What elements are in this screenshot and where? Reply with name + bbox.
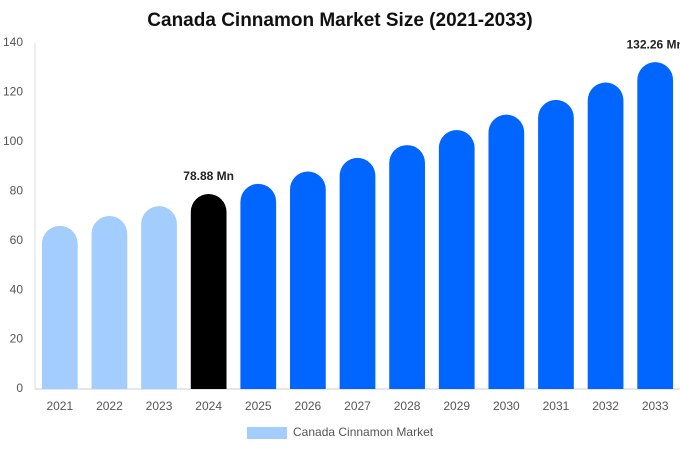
x-tick-label: 2022 — [96, 399, 123, 413]
x-tick-label: 2033 — [642, 399, 669, 413]
x-tick-label: 2032 — [592, 399, 619, 413]
y-tick-label: 60 — [10, 233, 24, 247]
bar — [587, 82, 624, 390]
bar — [41, 225, 78, 389]
x-tick-label: 2025 — [245, 399, 272, 413]
x-tick-label: 2028 — [394, 399, 421, 413]
legend-swatch — [247, 427, 287, 439]
bar — [488, 114, 525, 389]
x-tick-label: 2027 — [344, 399, 371, 413]
y-tick-label: 100 — [3, 134, 23, 148]
value-label: 132.26 Mn — [627, 37, 680, 51]
x-tick-label: 2021 — [46, 399, 73, 413]
legend-label: Canada Cinnamon Market — [293, 425, 434, 439]
y-tick-label: 40 — [10, 282, 24, 296]
y-tick-label: 0 — [16, 381, 23, 395]
bar — [637, 62, 674, 390]
bar — [538, 99, 574, 389]
x-tick-label: 2030 — [493, 399, 520, 413]
y-tick-label: 80 — [10, 183, 24, 197]
x-tick-label: 2029 — [443, 399, 470, 413]
y-tick-label: 120 — [3, 85, 23, 99]
bar — [389, 145, 425, 389]
bar — [290, 171, 326, 389]
bar — [190, 194, 227, 389]
x-tick-label: 2031 — [543, 399, 570, 413]
chart-title: Canada Cinnamon Market Size (2021-2033) — [147, 10, 532, 31]
y-tick-label: 20 — [10, 332, 24, 346]
bar — [438, 129, 475, 390]
bar — [339, 157, 376, 389]
bar — [141, 206, 177, 389]
x-tick-label: 2023 — [146, 399, 173, 413]
value-label: 78.88 Mn — [183, 169, 234, 183]
bar — [91, 216, 128, 389]
x-tick-label: 2024 — [195, 399, 222, 413]
y-tick-label: 140 — [3, 35, 23, 49]
x-tick-label: 2026 — [295, 399, 322, 413]
bar — [240, 183, 277, 389]
